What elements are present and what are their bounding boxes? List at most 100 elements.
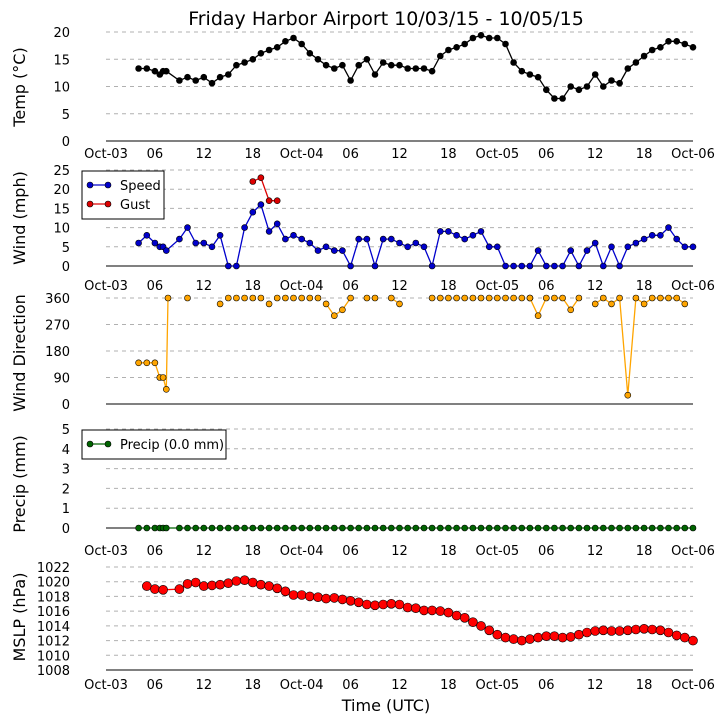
temp-data-point: [143, 65, 151, 72]
direction-data-point: [225, 294, 232, 302]
mslp-data-point: [451, 610, 462, 621]
mslp-data-point: [606, 626, 617, 636]
temp-data-point: [208, 79, 216, 87]
direction-y-tick-label: 270: [45, 319, 70, 334]
wind-y-tick-label: 10: [53, 222, 70, 237]
wind-data-point: [176, 235, 183, 243]
mslp-data-point: [248, 577, 258, 588]
wind-data-point: [681, 243, 689, 251]
temp-data-point: [339, 61, 346, 69]
mslp-data-point: [663, 627, 674, 638]
mslp-x-tick-label: 12: [391, 678, 408, 693]
temp-data-point: [583, 83, 591, 90]
wind-data-point: [273, 197, 281, 204]
wind-data-point: [355, 235, 363, 243]
precip-data-point: [608, 524, 615, 532]
precip-data-point: [445, 524, 452, 532]
direction-data-point: [673, 294, 681, 302]
precip-data-point: [135, 524, 142, 532]
precip-data-point: [387, 524, 395, 532]
direction-data-point: [608, 300, 615, 308]
temp-y-tick-label: 20: [53, 26, 70, 41]
direction-data-point: [453, 294, 460, 302]
direction-data-point: [599, 294, 607, 302]
precip-data-point: [363, 524, 371, 532]
precip-data-point: [640, 524, 648, 532]
precip-data-point: [379, 524, 387, 532]
temp-x-tick-label: 18: [636, 147, 653, 162]
temp-data-point: [257, 49, 265, 57]
wind-data-point: [648, 232, 656, 239]
mslp-y-tick-label: 1010: [37, 649, 70, 664]
temp-data-point: [273, 43, 281, 51]
precip-data-point: [461, 524, 469, 532]
temp-data-point: [379, 59, 387, 66]
wind-data-point: [428, 262, 436, 270]
wind-data-point: [208, 243, 216, 251]
temp-y-label: Temp (°C): [10, 47, 29, 127]
precip-x-tick-label: Oct-06: [671, 544, 715, 559]
temp-data-point: [485, 34, 493, 42]
mslp-data-point: [378, 599, 389, 610]
mslp-data-point: [386, 598, 397, 609]
direction-data-point: [428, 294, 436, 302]
mslp-data-point: [679, 632, 690, 643]
wind-data-point: [445, 228, 452, 235]
direction-data-point: [322, 300, 330, 308]
direction-data-point: [436, 294, 444, 302]
temp-data-point: [363, 55, 371, 63]
temp-data-point: [371, 71, 379, 78]
precip-y-tick-label: 5: [62, 423, 70, 438]
temp-data-point: [436, 52, 444, 60]
temp-y-tick-label: 0: [62, 135, 70, 150]
wind-data-point: [387, 235, 395, 243]
direction-data-point: [164, 294, 172, 302]
mslp-x-tick-label: 06: [342, 678, 359, 693]
direction-data-point: [510, 294, 517, 302]
wind-data-point: [290, 232, 297, 239]
wind-data-point: [322, 243, 330, 251]
mslp-data-point: [345, 595, 356, 606]
precip-x-tick-label: 18: [440, 544, 457, 559]
wind-legend-marker: [86, 181, 94, 189]
precip-data-point: [420, 524, 428, 532]
direction-series-line-8: [594, 296, 686, 396]
mslp-data-point: [671, 630, 682, 641]
direction-data-point: [575, 294, 583, 302]
mslp-x-tick-label: 18: [440, 678, 457, 693]
precip-data-point: [453, 524, 460, 532]
temp-data-point: [290, 34, 297, 42]
wind-x-tick-label: 18: [440, 279, 457, 294]
temp-data-point: [225, 71, 232, 78]
direction-data-point: [163, 385, 170, 393]
mslp-data-point: [207, 580, 217, 591]
wind-data-point: [257, 174, 265, 181]
direction-data-point: [542, 294, 550, 302]
direction-data-point: [591, 300, 599, 308]
temp-x-tick-label: Oct-05: [475, 147, 519, 162]
temp-data-point: [330, 65, 338, 72]
direction-data-point: [665, 294, 672, 302]
temp-data-point: [135, 65, 142, 72]
mslp-data-point: [370, 600, 380, 611]
direction-data-point: [282, 294, 289, 302]
mslp-data-point: [647, 624, 658, 635]
direction-data-point: [233, 294, 240, 302]
precip-legend-label: Precip (0.0 mm): [120, 438, 224, 453]
wind-data-point: [265, 228, 273, 235]
direction-data-point: [339, 306, 346, 314]
mslp-data-point: [541, 631, 552, 642]
temp-data-point: [502, 40, 509, 48]
mslp-x-tick-label: 18: [244, 678, 261, 693]
wind-data-point: [657, 232, 664, 239]
wind-data-point: [282, 235, 289, 243]
precip-data-point: [412, 524, 420, 532]
precip-data-point: [225, 524, 232, 532]
mslp-data-point: [362, 599, 372, 610]
mslp-data-point: [435, 606, 446, 616]
mslp-data-point: [353, 597, 364, 608]
mslp-data-point: [304, 591, 315, 602]
precip-data-point: [624, 524, 632, 532]
wind-data-point: [485, 243, 493, 251]
